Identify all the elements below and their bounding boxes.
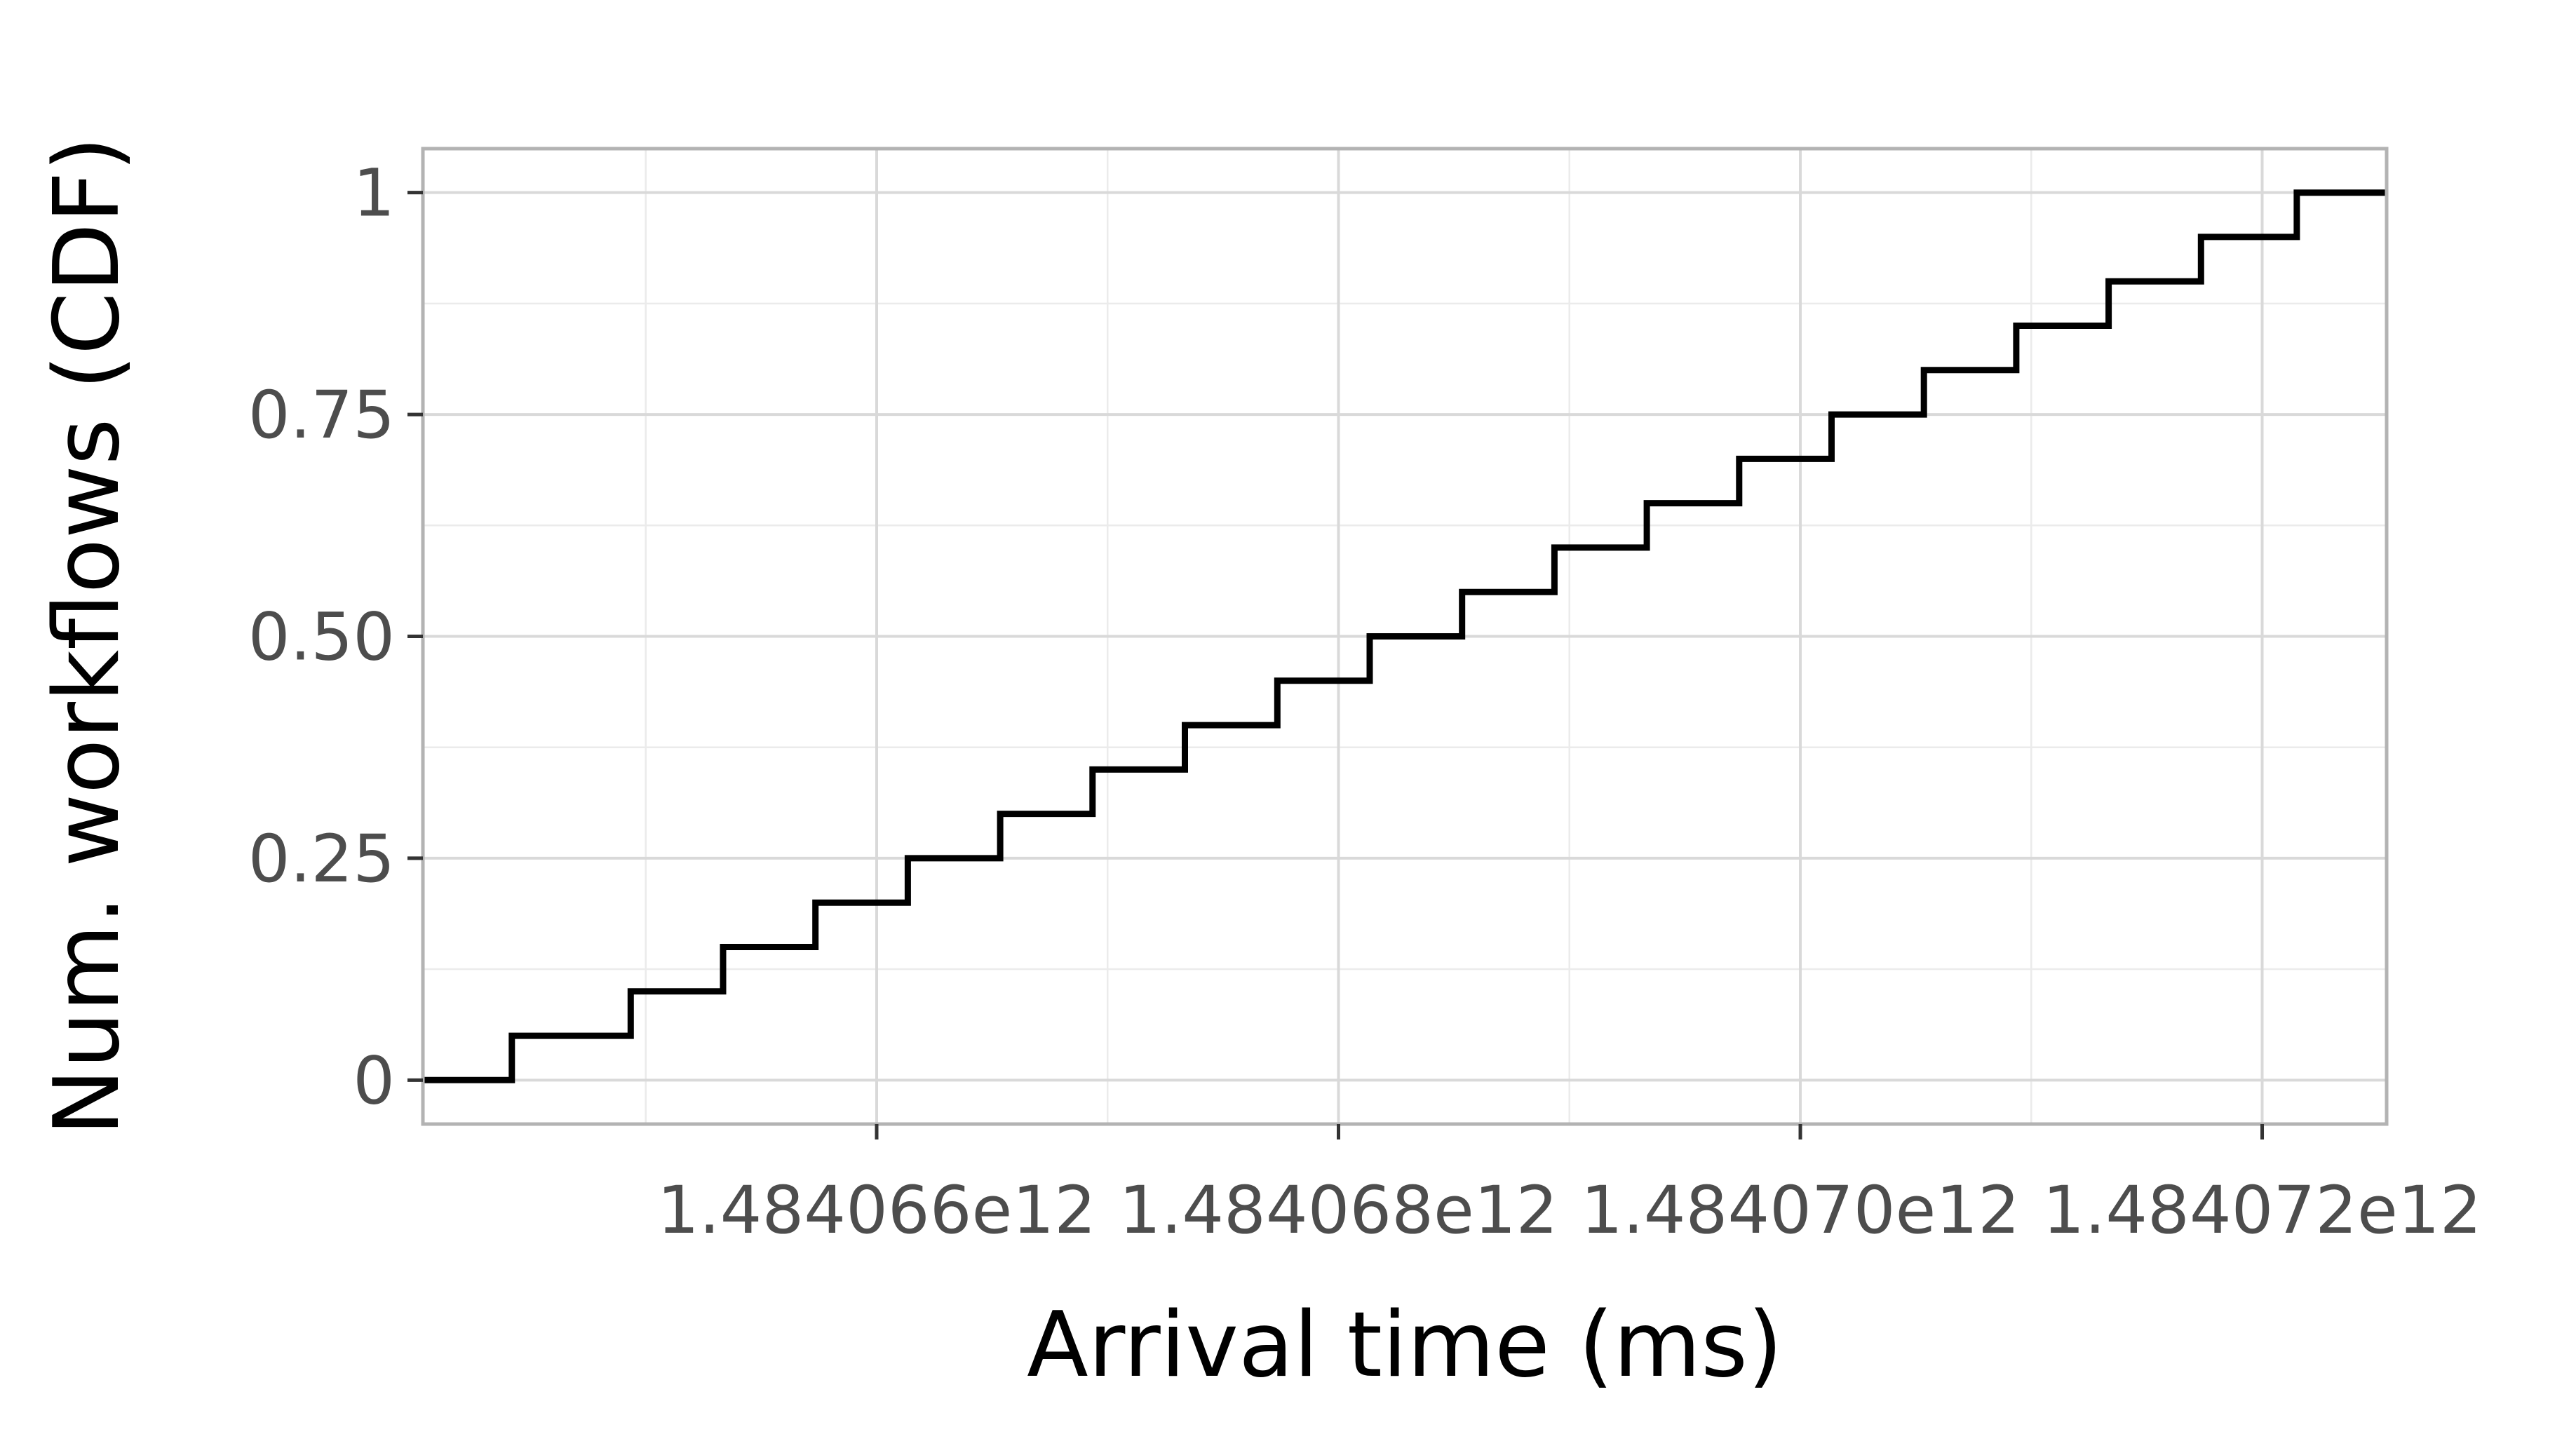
x-tick-label-0: 1.484066e12 [657,1172,1096,1249]
x-tick-label-3: 1.484072e12 [2043,1172,2482,1249]
axis-ticks [407,191,2265,1139]
y-tick-label-0: 0 [353,1043,395,1119]
y-tick-label-2: 0.50 [248,600,395,676]
y-tick-label-4: 1 [353,156,395,232]
x-tick-label-2: 1.484070e12 [1581,1172,2020,1249]
y-tick-label-1: 0.25 [248,821,395,898]
tick-labels: 1.484066e12 1.484068e12 1.484070e12 1.48407… [248,156,2482,1249]
y-axis-title: Num. workflows (CDF) [35,136,140,1135]
x-tick-label-1: 1.484068e12 [1119,1172,1558,1249]
cdf-step-line-0 [423,189,2387,1083]
y-tick-label-3: 0.75 [248,377,395,454]
minor-gridlines [423,149,2387,1124]
x-axis-title: Arrival time (ms) [1027,1293,1783,1398]
series-layer [423,189,2387,1083]
major-gridlines [423,149,2387,1124]
